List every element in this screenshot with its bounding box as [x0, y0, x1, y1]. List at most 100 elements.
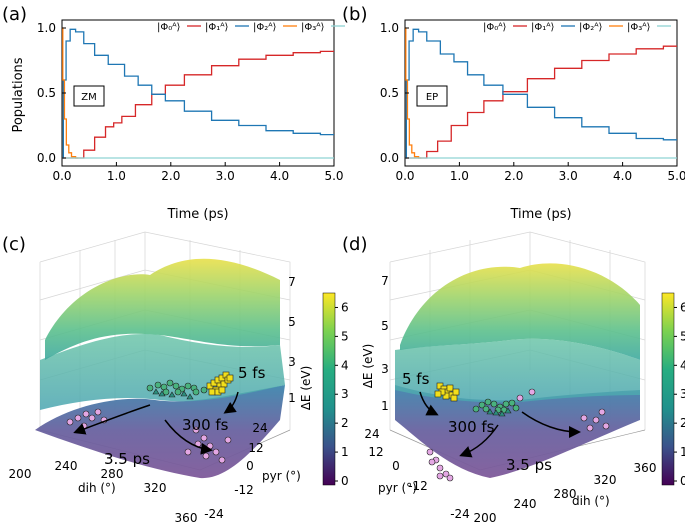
- panel-label-b: (b): [342, 4, 367, 25]
- trajectory-marker: [452, 388, 460, 396]
- trajectory-marker: [446, 384, 454, 392]
- colorbar-tick-label: 6: [680, 300, 685, 314]
- annotation-5fs-d: 5 fs: [402, 370, 430, 388]
- x-axis-label-a: Time (ps): [166, 207, 228, 222]
- y-tick-label: 0.0: [380, 151, 399, 165]
- trajectory-marker: [154, 381, 162, 389]
- axis-ticks-c: 200 240 280 320 360 24 12 0 -12 -24 1 3 5 7: [9, 275, 296, 525]
- trajectory-marker: [442, 392, 450, 400]
- y-tick-label: 0.5: [380, 86, 399, 100]
- dih-tick-label: 200: [9, 467, 32, 481]
- legend-a: |Φ₀ᴬ⟩ |Φ₁ᴬ⟩ |Φ₂ᴬ⟩ |Φ₃ᴬ⟩: [157, 22, 345, 33]
- trajectory-marker: [192, 388, 200, 396]
- trajectory-marker: [450, 394, 458, 402]
- trajectory-marker: [426, 448, 434, 456]
- x-axis-label-b: Time (ps): [509, 207, 571, 222]
- y-axis-label-c: pyr (°): [262, 469, 301, 483]
- series-group-b: [405, 27, 677, 159]
- ticks-group-a: 0.0 1.0 2.0 3.0 4.0 5.0 0.0 0.5 1.0: [37, 21, 344, 183]
- trajectory-marker: [482, 405, 490, 413]
- x-tick-label: 1.0: [107, 169, 126, 183]
- trajectory-marker: [174, 388, 182, 396]
- pyr-tick-label: 12: [368, 445, 383, 459]
- colorbar-tick-label: 6: [341, 300, 349, 314]
- x-axis-label-d: dih (°): [572, 494, 610, 508]
- annotation-5fs-c: 5 fs: [238, 364, 266, 382]
- trajectory-marker: [428, 458, 436, 466]
- legend-label: |Φ₃ᴬ⟩: [301, 22, 325, 33]
- colorbar-tick-label: 4: [680, 358, 685, 372]
- colorbar-ticks-c: 0 1 2 3 4 5 6: [335, 300, 349, 488]
- energy-tick-label: 5: [288, 315, 296, 329]
- x-tick-label: 3.0: [559, 169, 578, 183]
- legend-label: |Φ₀ᴬ⟩: [157, 22, 181, 33]
- trajectory-marker: [200, 434, 208, 442]
- trajectory-marker: [184, 448, 192, 456]
- x-tick-label: 5.0: [324, 169, 343, 183]
- trajectory-marker: [592, 416, 600, 424]
- trajectory-marker: [580, 414, 588, 422]
- panel-b: (b) 0.0 1.0 2.0 3.0 4.0 5.0 0.0 0.5 1.0 Time (ps…: [342, 4, 685, 222]
- trajectory-marker: [486, 408, 494, 415]
- trajectory-marker: [498, 410, 506, 417]
- legend-label: |Φ₂ᴬ⟩: [579, 22, 603, 33]
- pyr-tick-label: -24: [204, 507, 224, 521]
- colorbar-tick-label: 0: [680, 474, 685, 488]
- dih-tick-label: 360: [175, 511, 198, 525]
- legend-b: |Φ₀ᴬ⟩ |Φ₁ᴬ⟩ |Φ₂ᴬ⟩ |Φ₃ᴬ⟩: [483, 22, 671, 33]
- inset-label-b: EP: [426, 92, 438, 103]
- trajectory-marker: [224, 436, 232, 444]
- y-axis-label-a: Populations: [11, 57, 26, 132]
- annotation-300fs-c: 300 fs: [182, 416, 229, 434]
- energy-tick-label: 5: [381, 319, 389, 333]
- series-line-s1: [62, 28, 334, 159]
- dih-tick-label: 320: [144, 481, 167, 495]
- trajectory-marker: [186, 393, 194, 400]
- colorbar-tick-label: 1: [680, 445, 685, 459]
- colorbar-tick-label: 4: [341, 358, 349, 372]
- x-tick-label: 4.0: [613, 169, 632, 183]
- trajectory-marker: [502, 400, 510, 408]
- series-group-a: [62, 27, 334, 159]
- arrow-3p5ps-c: [164, 419, 213, 455]
- x-tick-label: 1.0: [450, 169, 469, 183]
- pyr-tick-label: -24: [450, 507, 470, 521]
- trajectory-marker: [504, 407, 512, 414]
- colorbar-tick-label: 5: [341, 329, 349, 343]
- pyr-tick-label: 12: [248, 441, 263, 455]
- dih-tick-label: 240: [55, 459, 78, 473]
- trajectory-marker: [478, 401, 486, 409]
- colorbar-d: [661, 292, 675, 486]
- annotation-300fs-d: 300 fs: [448, 418, 495, 436]
- trajectory-marker: [212, 448, 220, 456]
- y-tick-label: 0.0: [37, 151, 56, 165]
- trajectory-marker: [208, 388, 216, 396]
- ground-state-surface-c: [35, 385, 285, 479]
- trajectory-marker: [492, 409, 500, 416]
- pyr-tick-label: -12: [234, 483, 254, 497]
- inset-box-b: [416, 85, 448, 107]
- dih-tick-label: 320: [594, 473, 617, 487]
- second-excited-surface-c: [45, 258, 280, 360]
- colorbar-tick-label: 3: [680, 387, 685, 401]
- trajectory-marker: [158, 390, 166, 397]
- colorbar-tick-label: 5: [680, 329, 685, 343]
- trajectory-marker: [226, 374, 234, 382]
- trajectory-marker: [66, 418, 74, 426]
- ticks-group-b: 0.0 1.0 2.0 3.0 4.0 5.0 0.0 0.5 1.0: [380, 21, 685, 183]
- legend-label: |Φ₃ᴬ⟩: [627, 22, 651, 33]
- energy-tick-label: 7: [288, 275, 296, 289]
- colorbar-tick-label: 3: [341, 387, 349, 401]
- trajectory-marker: [490, 400, 498, 408]
- series-line-s2: [62, 27, 79, 159]
- dih-tick-label: 280: [101, 467, 124, 481]
- x-tick-label: 5.0: [667, 169, 685, 183]
- arrow-5fs-c: [223, 391, 239, 414]
- inset-box-a: [73, 85, 105, 107]
- panel-d: (d) 5 fs 300 fs 3.5 ps 20024028032036024…: [342, 231, 685, 525]
- trajectory-marker: [446, 474, 454, 482]
- z-axis-label-c: ΔE (eV): [299, 366, 313, 411]
- dih-tick-label: 280: [554, 487, 577, 501]
- y-tick-label: 1.0: [380, 21, 399, 35]
- series-line-s2: [405, 27, 422, 159]
